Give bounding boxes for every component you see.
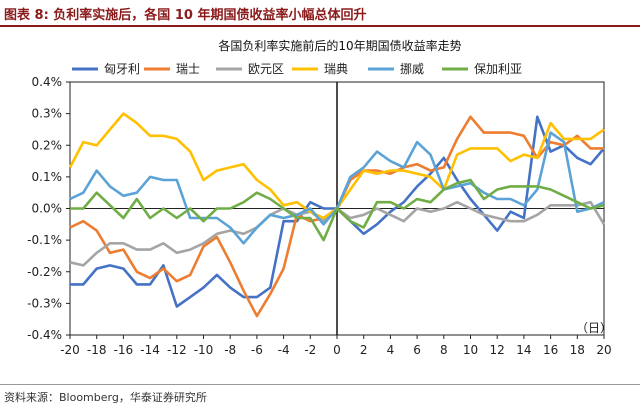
x-tick-label: -16 <box>114 343 134 357</box>
y-tick-label: 0.4% <box>32 75 63 89</box>
legend-label: 瑞士 <box>176 62 200 76</box>
y-tick-label: -0.3% <box>27 296 62 310</box>
chart-title: 各国负利率实施前后的10年期国债收益率走势 <box>218 38 461 53</box>
x-tick-label: -4 <box>278 343 290 357</box>
x-tick-label: 0 <box>333 343 341 357</box>
chart-series <box>68 112 606 318</box>
x-tick-label: 18 <box>570 343 585 357</box>
y-tick-label: 0.2% <box>32 138 63 152</box>
footer-divider <box>0 384 640 385</box>
figure-header: 图表 8: 负利率实施后，各国 10 年期国债收益率小幅总体回升 <box>0 0 640 27</box>
legend-label: 保加利亚 <box>474 62 522 76</box>
x-tick-label: -14 <box>140 343 160 357</box>
line-chart: 各国负利率实施前后的10年期国债收益率走势 匈牙利 瑞士 欧元区 瑞典 挪威 保加利亚 -… <box>27 38 612 357</box>
chart-axes: -0.4% -0.3% -0.2% -0.1% 0.0% 0.1% 0.2% 0.3% 0.4%… <box>27 75 611 357</box>
y-tick-label: -0.4% <box>27 328 62 342</box>
x-tick-label: 4 <box>387 343 395 357</box>
x-tick-label: -12 <box>167 343 187 357</box>
series-line-保加利亚 <box>70 178 605 242</box>
header-divider <box>0 25 640 27</box>
x-tick-label: 8 <box>440 343 448 357</box>
x-tick-label: 20 <box>596 343 611 357</box>
x-tick-label: -10 <box>194 343 214 357</box>
x-tick-label: -18 <box>87 343 107 357</box>
x-tick-label: 16 <box>543 343 558 357</box>
y-tick-label: 0.1% <box>32 170 63 184</box>
figure-title: 图表 8: 负利率实施后，各国 10 年期国债收益率小幅总体回升 <box>4 8 367 23</box>
x-tick-label: -8 <box>224 343 236 357</box>
data-source-note: 资料来源：Bloomberg，华泰证券研究所 <box>4 391 207 404</box>
legend-label: 挪威 <box>400 62 424 76</box>
legend-label: 匈牙利 <box>104 62 140 76</box>
y-tick-label: -0.2% <box>27 265 62 279</box>
chart-legend: 匈牙利 瑞士 欧元区 瑞典 挪威 保加利亚 <box>72 62 522 76</box>
y-tick-label: -0.1% <box>27 233 62 247</box>
legend-label: 欧元区 <box>248 62 284 76</box>
x-tick-label: -2 <box>304 343 316 357</box>
x-axis-unit-label: （日） <box>576 321 612 335</box>
x-tick-label: -6 <box>251 343 263 357</box>
x-tick-label: 2 <box>360 343 368 357</box>
y-tick-label: 0.0% <box>32 202 63 216</box>
x-tick-label: 12 <box>490 343 505 357</box>
x-tick-label: 6 <box>413 343 421 357</box>
x-tick-label: -20 <box>60 343 80 357</box>
y-tick-label: 0.3% <box>32 107 63 121</box>
x-tick-label: 10 <box>463 343 478 357</box>
x-tick-label: 14 <box>516 343 531 357</box>
legend-label: 瑞典 <box>324 62 348 76</box>
